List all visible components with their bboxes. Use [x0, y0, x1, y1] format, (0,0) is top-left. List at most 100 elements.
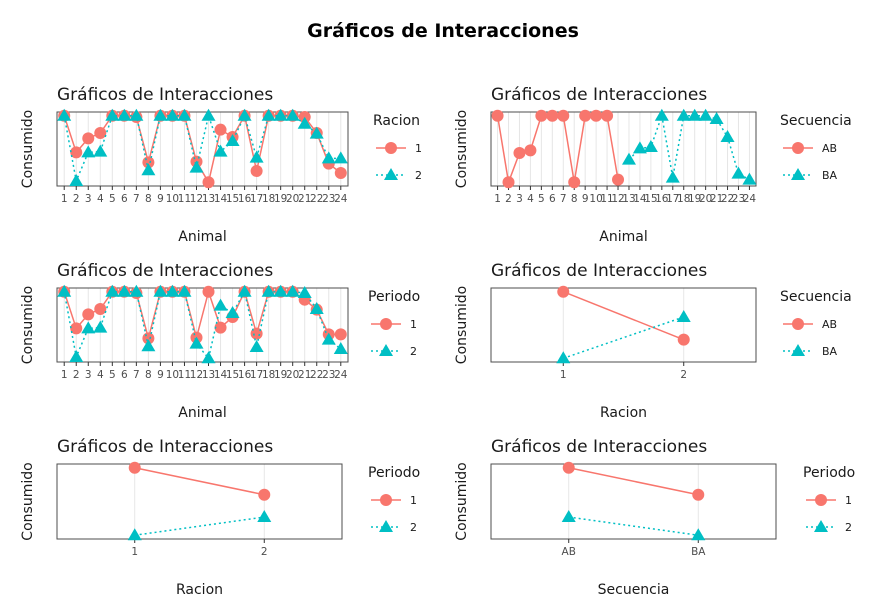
legend-key-triangle: [379, 520, 393, 532]
data-point-2-triangle: [81, 145, 96, 158]
series-BA-line: [563, 316, 684, 360]
x-tick-label: 8: [571, 193, 578, 205]
x-tick-label: 10: [166, 369, 179, 381]
data-point-2-triangle: [177, 284, 192, 297]
y-axis-title: Consumido: [454, 286, 470, 364]
x-tick-label: 12: [190, 193, 203, 205]
x-tick-label: 10: [589, 193, 602, 205]
x-tick-label: AB: [562, 546, 576, 558]
data-point-2-triangle: [261, 108, 276, 121]
data-point-2-triangle: [177, 108, 192, 121]
legend-label: BA: [822, 169, 838, 182]
x-tick-label: 20: [699, 193, 712, 205]
x-tick-label: 20: [286, 193, 299, 205]
data-point-1-circle: [692, 488, 705, 501]
legend-key-triangle: [379, 344, 393, 356]
figure-title: Gráficos de Interacciones: [307, 20, 579, 42]
data-point-BA-triangle: [731, 166, 746, 179]
x-tick-label: 22: [721, 193, 734, 205]
data-point-2-triangle: [93, 320, 108, 333]
legend-key-circle: [792, 142, 804, 154]
series-AB-line: [562, 291, 685, 341]
x-tick-label: 23: [322, 369, 335, 381]
panel-4: Gráficos de Interacciones 1 2 Racion Consumi…: [454, 261, 852, 421]
data-point-2-triangle: [237, 284, 252, 297]
data-point-2-triangle: [321, 151, 336, 164]
x-tick-label: 12: [611, 193, 624, 205]
data-point-2-triangle: [69, 173, 84, 186]
data-point-2-triangle: [81, 321, 96, 334]
data-point-1-circle: [82, 132, 95, 145]
x-tick-label: 3: [85, 369, 92, 381]
data-point-2-triangle: [189, 336, 204, 349]
data-point-2-triangle: [333, 341, 348, 354]
x-axis-title: Secuencia: [598, 582, 670, 598]
legend-label: BA: [822, 345, 838, 358]
data-point-2-triangle: [69, 349, 84, 362]
x-tick-label: 1: [131, 546, 138, 558]
x-axis-title: Racion: [600, 405, 647, 421]
data-point-AB-circle: [601, 109, 614, 122]
data-point-2-triangle: [213, 298, 228, 311]
x-tick-label: 5: [109, 193, 116, 205]
legend-title: Periodo: [368, 465, 420, 481]
x-tick-label: 7: [560, 193, 567, 205]
x-tick-label: 5: [109, 369, 116, 381]
data-point-2-triangle: [165, 108, 180, 121]
data-point-AB-circle: [513, 146, 526, 159]
x-tick-label: 14: [633, 193, 647, 205]
data-point-2-triangle: [249, 150, 264, 163]
panel-5: Gráficos de Interacciones 1 2 Racion Consumi…: [20, 437, 420, 598]
data-point-2-triangle: [309, 302, 324, 315]
data-point-1-circle: [128, 461, 141, 474]
data-point-2-triangle: [691, 528, 706, 541]
x-tick-label: 4: [97, 193, 104, 205]
x-tick-label: 21: [298, 193, 311, 205]
data-point-1-circle: [562, 461, 575, 474]
legend-label: AB: [822, 142, 837, 155]
x-tick-label: 8: [145, 369, 152, 381]
legend-key-circle: [380, 494, 392, 506]
x-tick-label: 18: [262, 193, 275, 205]
x-tick-label: 6: [549, 193, 556, 205]
series-BA-line: [628, 112, 750, 181]
x-tick-label: 3: [516, 193, 523, 205]
data-point-1-circle: [334, 328, 347, 341]
legend-label: 2: [410, 345, 417, 358]
data-point-AB-circle: [546, 109, 559, 122]
data-point-2-triangle: [297, 116, 312, 129]
legend-label: 1: [410, 494, 417, 507]
legend-label: 1: [410, 318, 417, 331]
data-point-2-triangle: [201, 351, 216, 364]
data-point-2-triangle: [225, 134, 240, 147]
x-tick-label: BA: [691, 546, 706, 558]
panel-border: [56, 111, 349, 187]
x-tick-label: 6: [121, 193, 128, 205]
panel-title: Gráficos de Interacciones: [57, 437, 273, 457]
x-tick-label: 8: [145, 193, 152, 205]
data-point-2-triangle: [321, 332, 336, 345]
series-1-line: [134, 467, 265, 496]
data-point-1-circle: [250, 164, 263, 177]
panel-title: Gráficos de Interacciones: [57, 85, 273, 105]
legend-title: Periodo: [368, 289, 420, 305]
data-point-BA-triangle: [632, 141, 647, 154]
legend-key-triangle: [791, 344, 805, 356]
x-tick-label: 17: [666, 193, 679, 205]
panel-title: Gráficos de Interacciones: [491, 85, 707, 105]
legend-title: Periodo: [803, 465, 855, 481]
x-tick-label: 1: [560, 369, 567, 381]
data-point-1-circle: [82, 308, 95, 321]
data-point-BA-triangle: [556, 351, 571, 364]
x-tick-label: 16: [655, 193, 669, 205]
data-point-BA-triangle: [687, 108, 702, 121]
data-point-2-triangle: [333, 151, 348, 164]
data-point-2-triangle: [249, 339, 264, 352]
data-point-1-circle: [202, 285, 215, 298]
x-tick-label: 23: [322, 193, 335, 205]
y-axis-title: Consumido: [454, 462, 470, 540]
x-tick-label: 16: [238, 369, 252, 381]
x-tick-label: 16: [238, 193, 252, 205]
